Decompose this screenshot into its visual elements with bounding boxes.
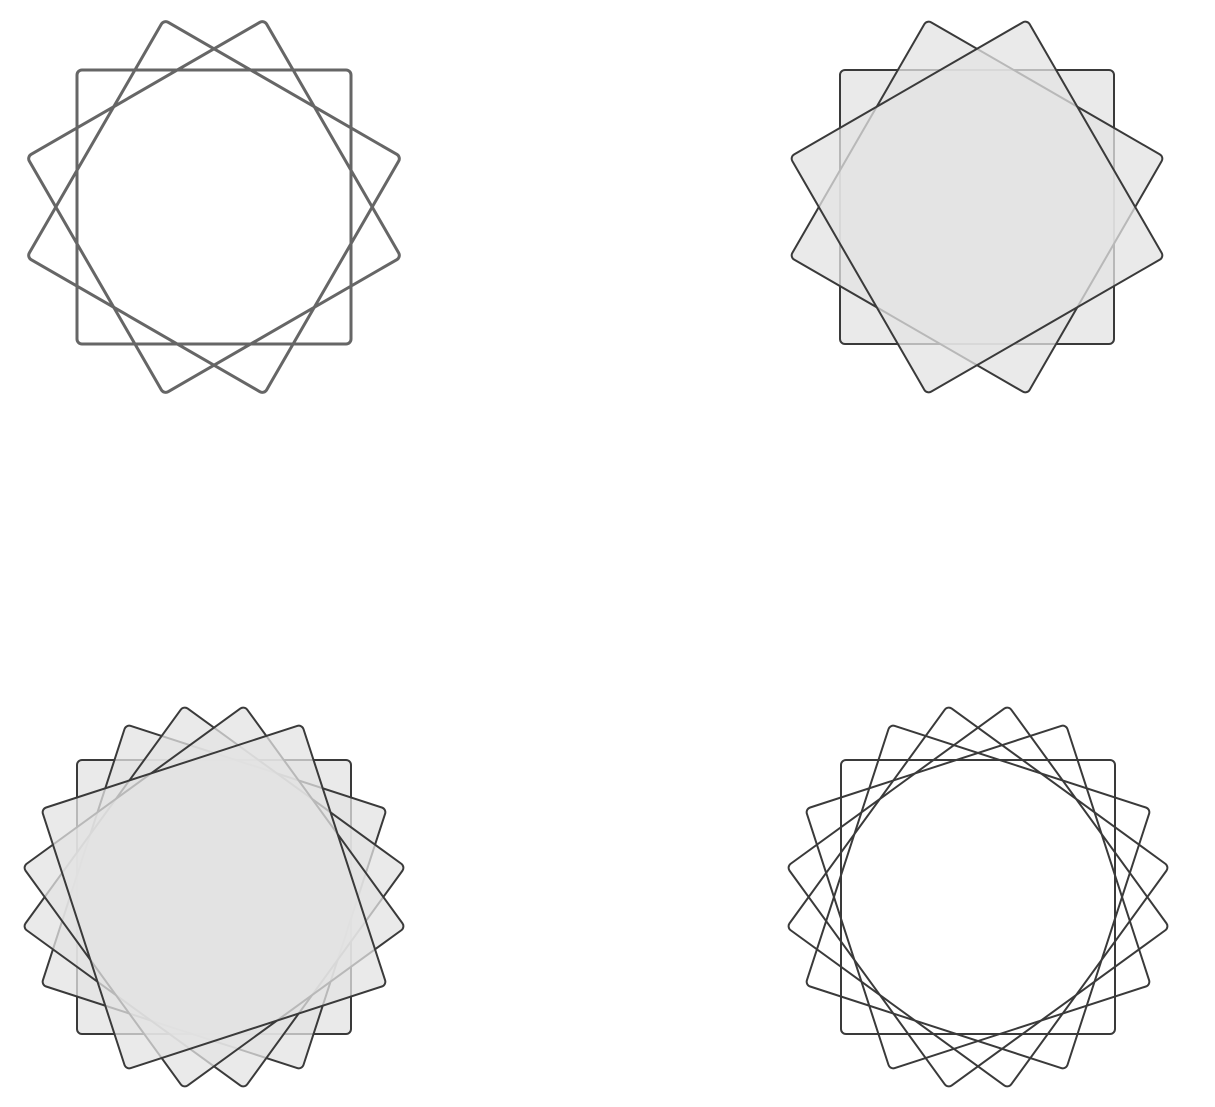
rotated-squares-figure-top-right <box>790 20 1164 394</box>
rotated-square <box>805 724 1151 1070</box>
rotated-square <box>805 724 1151 1070</box>
rotated-squares-figure-top-left <box>27 20 401 394</box>
rotated-squares-figure-bottom-left <box>23 706 405 1088</box>
rotated-square <box>27 20 401 394</box>
rotated-square <box>840 759 1116 1035</box>
rotated-square <box>75 68 353 346</box>
rotated-square <box>41 724 387 1070</box>
rotated-square <box>787 706 1169 1088</box>
rotated-square <box>787 706 1169 1088</box>
rotated-square <box>27 20 401 394</box>
rotated-square <box>790 20 1164 394</box>
rotated-squares-figure-bottom-right <box>787 706 1169 1088</box>
